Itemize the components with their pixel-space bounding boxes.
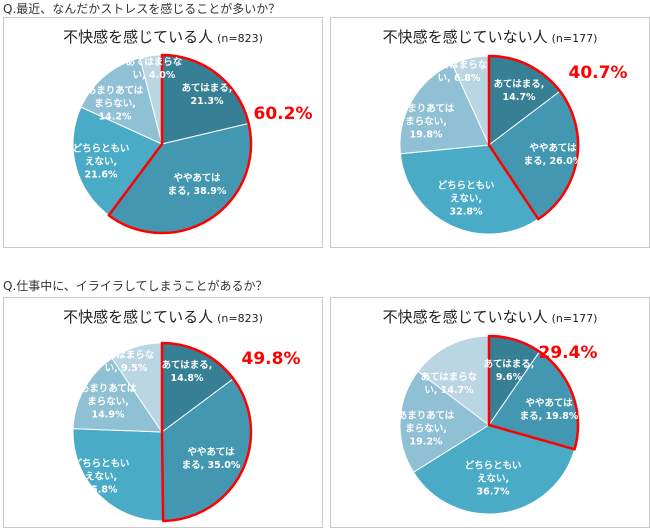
slice-label: あてはまる, 14.7% xyxy=(494,78,545,103)
sample-size: (n=823) xyxy=(217,312,263,325)
slice-label: あまりあてはまらない, 14.2% xyxy=(87,85,144,123)
slice-label: あてはまらない, 9.5% xyxy=(98,349,155,374)
slice-label: あてはまる, 14.8% xyxy=(162,359,213,384)
slice-label: ややあてはまる, 38.9% xyxy=(168,172,227,197)
slice-label: あてはまる, 9.6% xyxy=(484,358,535,383)
pie-chart: あてはまる, 9.6% ややあてはまる, 19.8% どちらともいえない, 36.7% あ… xyxy=(398,334,598,515)
pie-panel-q1-uncomfortable: あてはまる, 21.3% ややあてはまる, 38.9% どちらともいえない, 21.6%… xyxy=(3,17,323,248)
pie-chart: あてはまる, 21.3% ややあてはまる, 38.9% どちらともいえない, 21.6%… xyxy=(72,53,313,235)
slice-label: ややあてはまる, 26.0% xyxy=(524,142,583,167)
slice-label: ややあてはまる, 35.0% xyxy=(182,446,241,471)
pie-panel-q1-comfortable: あてはまる, 14.7% ややあてはまる, 26.0% どちらともいえない, 32.8%… xyxy=(330,17,650,248)
pie-slice xyxy=(399,144,539,235)
slice-label: あまりあてはまらない, 14.9% xyxy=(80,383,137,421)
highlight-outline xyxy=(487,54,580,221)
slice-label: ややあてはまる, 19.8% xyxy=(520,397,579,422)
highlight-total-label: 49.8% xyxy=(242,349,301,369)
highlight-total-label: 60.2% xyxy=(254,104,313,124)
title-text: 不快感を感じていない人 xyxy=(382,28,548,46)
highlight-outline xyxy=(107,53,253,235)
slice-label: あてはまらない, 4.0% xyxy=(126,56,183,81)
highlight-total-label: 29.4% xyxy=(539,343,598,363)
sample-size: (n=177) xyxy=(551,312,598,325)
pie-panel-q2-comfortable: あてはまる, 9.6% ややあてはまる, 19.8% どちらともいえない, 36.7% あ… xyxy=(330,297,650,528)
pie-chart: あてはまる, 14.7% ややあてはまる, 26.0% どちらともいえない, 32.8%… xyxy=(398,54,628,235)
panel-title: 不快感を感じていない人 (n=177) xyxy=(331,306,649,327)
pie-panel-q2-uncomfortable: あてはまる, 14.8% ややあてはまる, 35.0% どちらともいえない, 25.8%… xyxy=(3,297,323,528)
title-text: 不快感を感じている人 xyxy=(63,308,214,326)
pie-slice xyxy=(72,357,163,433)
title-text: 不快感を感じていない人 xyxy=(382,308,548,326)
sample-size: (n=177) xyxy=(551,32,598,45)
question-1: Q.最近、なんだかストレスを感じることが多いか？ xyxy=(3,2,281,16)
pie-slice xyxy=(72,428,164,522)
pie-slice xyxy=(417,335,490,427)
question-2: Q.仕事中に、イライラしてしまうことがあるか？ xyxy=(3,279,268,293)
highlight-outline xyxy=(487,334,580,451)
slice-label: どちらともいえない, 21.6% xyxy=(73,143,130,181)
slice-label: どちらともいえない, 25.8% xyxy=(73,458,130,496)
panel-title: 不快感を感じている人 (n=823) xyxy=(4,306,322,327)
highlight-total-label: 40.7% xyxy=(569,63,628,83)
slice-label: あてはまらない, 6.8% xyxy=(431,59,488,84)
slice-label: あてはまる, 21.3% xyxy=(182,82,233,107)
pie-slice xyxy=(399,63,490,155)
pie-slice xyxy=(80,57,163,145)
pie-slice xyxy=(399,370,490,473)
slice-label: どちらともいえない, 32.8% xyxy=(438,180,495,218)
slice-label: あまりあてはまらない, 19.2% xyxy=(398,410,455,448)
slice-label: どちらともいえない, 36.7% xyxy=(465,460,522,498)
sample-size: (n=823) xyxy=(217,32,263,45)
slice-label: あまりあてはまらない, 19.8% xyxy=(398,103,455,141)
title-text: 不快感を感じている人 xyxy=(63,28,214,46)
pie-chart: あてはまる, 14.8% ややあてはまる, 35.0% どちらともいえない, 25.8%… xyxy=(72,341,301,523)
panel-title: 不快感を感じていない人 (n=177) xyxy=(331,26,649,47)
panel-title: 不快感を感じている人 (n=823) xyxy=(4,26,322,47)
slice-label: あてはまらない, 14.7% xyxy=(421,371,478,396)
highlight-outline xyxy=(160,341,253,523)
